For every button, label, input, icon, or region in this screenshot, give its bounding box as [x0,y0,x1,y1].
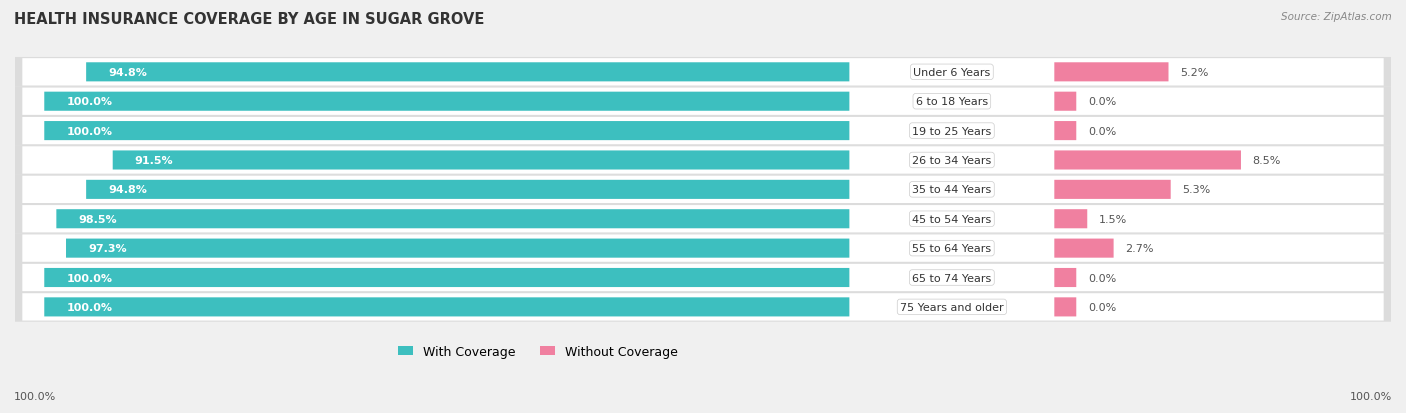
FancyBboxPatch shape [1054,63,1168,82]
FancyBboxPatch shape [22,59,1384,86]
Text: 100.0%: 100.0% [66,126,112,136]
FancyBboxPatch shape [22,118,1384,145]
Text: 35 to 44 Years: 35 to 44 Years [912,185,991,195]
FancyBboxPatch shape [15,175,1391,205]
Text: 100.0%: 100.0% [66,302,112,312]
FancyBboxPatch shape [1054,239,1114,258]
FancyBboxPatch shape [15,146,1391,176]
FancyBboxPatch shape [1054,268,1076,287]
FancyBboxPatch shape [44,268,849,287]
Text: 45 to 54 Years: 45 to 54 Years [912,214,991,224]
FancyBboxPatch shape [15,87,1391,117]
FancyBboxPatch shape [44,93,849,112]
FancyBboxPatch shape [1054,180,1171,199]
Text: 0.0%: 0.0% [1088,126,1116,136]
FancyBboxPatch shape [22,176,1384,204]
Text: Under 6 Years: Under 6 Years [914,68,990,78]
FancyBboxPatch shape [15,234,1391,263]
FancyBboxPatch shape [15,58,1391,88]
Text: 0.0%: 0.0% [1088,273,1116,283]
Text: 65 to 74 Years: 65 to 74 Years [912,273,991,283]
FancyBboxPatch shape [1054,298,1076,317]
Text: 94.8%: 94.8% [108,68,148,78]
FancyBboxPatch shape [44,122,849,141]
FancyBboxPatch shape [66,239,849,258]
Text: 6 to 18 Years: 6 to 18 Years [915,97,988,107]
FancyBboxPatch shape [1054,93,1076,112]
Text: 91.5%: 91.5% [135,156,173,166]
Text: 0.0%: 0.0% [1088,302,1116,312]
FancyBboxPatch shape [15,204,1391,234]
Text: 0.0%: 0.0% [1088,97,1116,107]
Text: 100.0%: 100.0% [1350,391,1392,401]
Text: 100.0%: 100.0% [66,273,112,283]
FancyBboxPatch shape [15,116,1391,146]
Text: 26 to 34 Years: 26 to 34 Years [912,156,991,166]
Text: 8.5%: 8.5% [1253,156,1281,166]
Text: Source: ZipAtlas.com: Source: ZipAtlas.com [1281,12,1392,22]
FancyBboxPatch shape [15,292,1391,322]
FancyBboxPatch shape [86,63,849,82]
FancyBboxPatch shape [1054,210,1087,229]
FancyBboxPatch shape [22,206,1384,233]
Text: 5.2%: 5.2% [1180,68,1209,78]
FancyBboxPatch shape [44,298,849,317]
Text: 55 to 64 Years: 55 to 64 Years [912,244,991,254]
Text: 75 Years and older: 75 Years and older [900,302,1004,312]
FancyBboxPatch shape [15,263,1391,293]
Text: 100.0%: 100.0% [66,97,112,107]
FancyBboxPatch shape [22,88,1384,116]
FancyBboxPatch shape [86,180,849,199]
Text: 19 to 25 Years: 19 to 25 Years [912,126,991,136]
Legend: With Coverage, Without Coverage: With Coverage, Without Coverage [392,340,683,363]
FancyBboxPatch shape [22,235,1384,262]
FancyBboxPatch shape [112,151,849,170]
FancyBboxPatch shape [22,264,1384,292]
Text: 94.8%: 94.8% [108,185,148,195]
Text: 2.7%: 2.7% [1125,244,1154,254]
FancyBboxPatch shape [1054,122,1076,141]
Text: 100.0%: 100.0% [14,391,56,401]
FancyBboxPatch shape [1054,151,1241,170]
Text: 1.5%: 1.5% [1099,214,1128,224]
Text: 97.3%: 97.3% [89,244,127,254]
Text: HEALTH INSURANCE COVERAGE BY AGE IN SUGAR GROVE: HEALTH INSURANCE COVERAGE BY AGE IN SUGA… [14,12,485,27]
Text: 98.5%: 98.5% [79,214,117,224]
FancyBboxPatch shape [22,294,1384,321]
FancyBboxPatch shape [56,210,849,229]
FancyBboxPatch shape [22,147,1384,174]
Text: 5.3%: 5.3% [1182,185,1211,195]
